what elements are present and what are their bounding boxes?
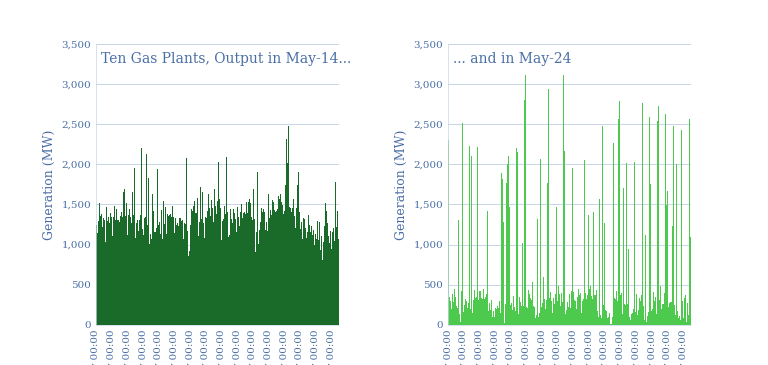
Y-axis label: Generation (MW): Generation (MW) [43, 129, 56, 239]
Text: ... and in May-24: ... and in May-24 [453, 52, 571, 66]
Text: Ten Gas Plants, Output in May-14...: Ten Gas Plants, Output in May-14... [101, 52, 351, 66]
Y-axis label: Generation (MW): Generation (MW) [395, 129, 408, 239]
